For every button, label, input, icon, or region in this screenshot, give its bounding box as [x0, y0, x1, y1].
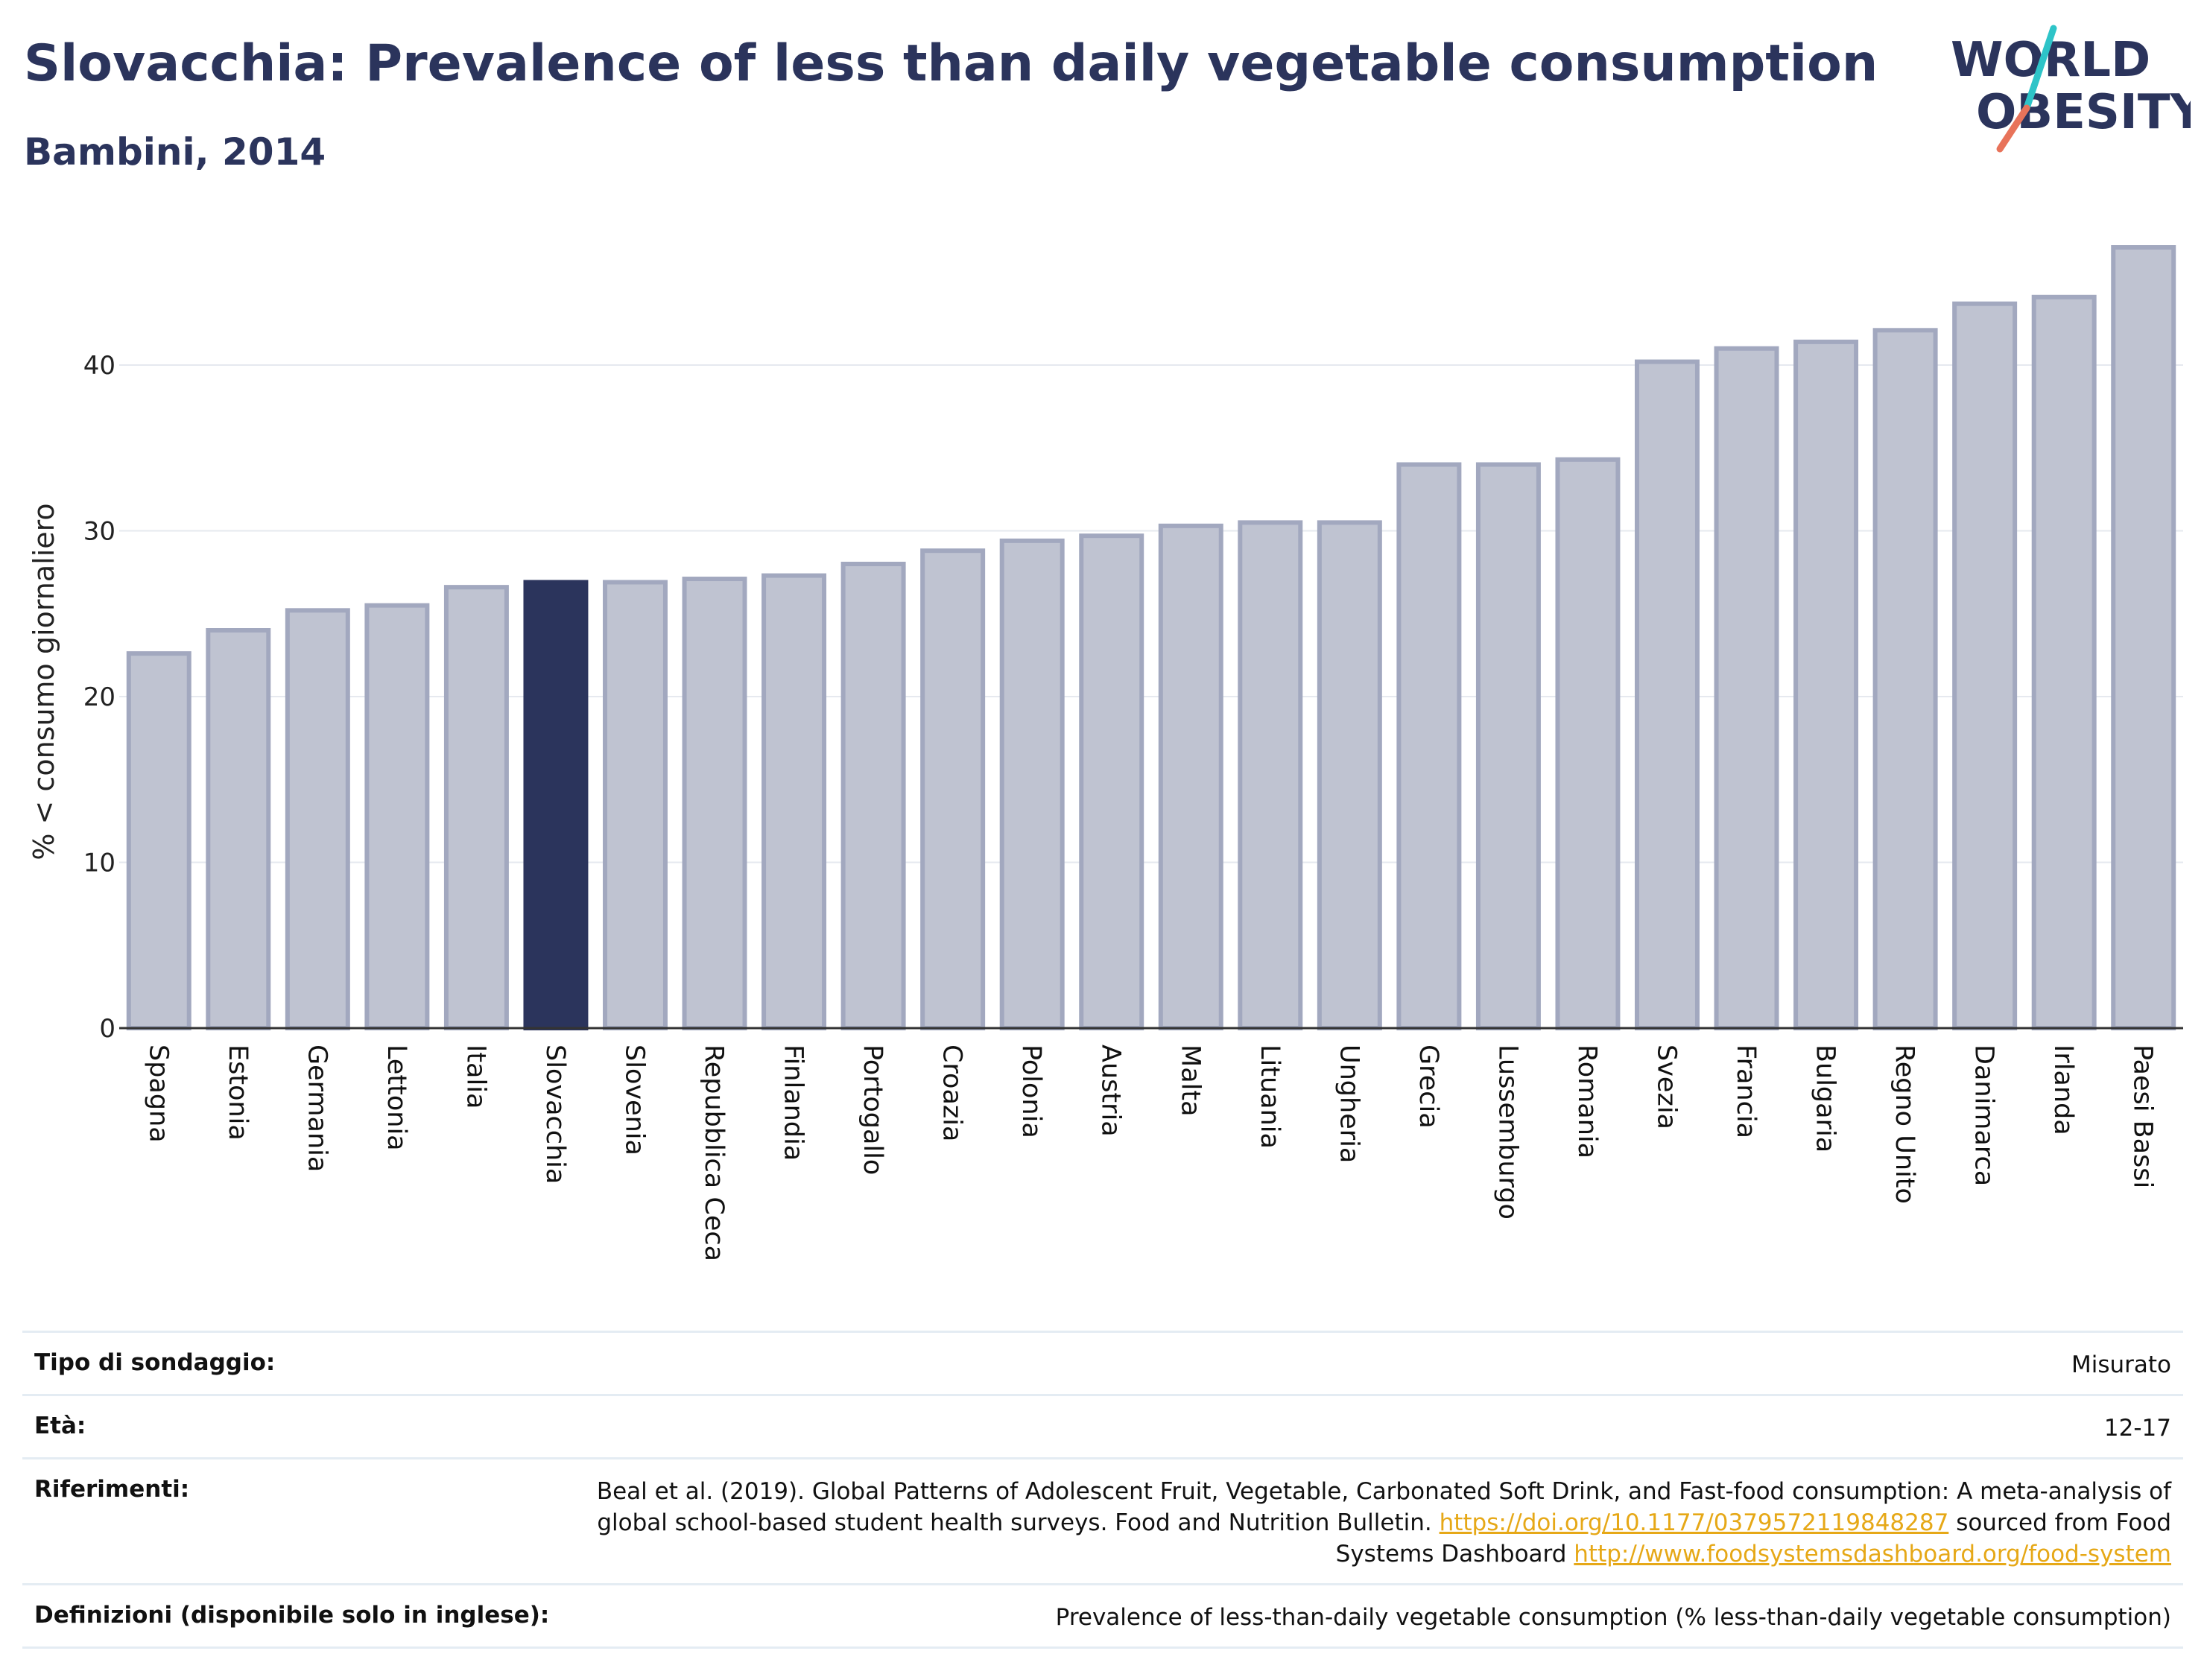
x-tick-label: Spagna — [143, 1045, 173, 1143]
x-tick-label: Repubblica Ceca — [699, 1045, 729, 1261]
x-tick-label: Portogallo — [858, 1045, 887, 1175]
bar-ungheria — [1317, 520, 1382, 1030]
info-table: Tipo di sondaggio: Misurato Età: 12-17 R… — [22, 1331, 2183, 1649]
y-tick-label: 30 — [83, 517, 115, 547]
x-tick-label: Malta — [1175, 1045, 1205, 1117]
bar-grecia — [1396, 462, 1462, 1030]
x-tick-label: Svezia — [1652, 1045, 1682, 1129]
bar-spagna — [126, 651, 191, 1031]
x-tick-label: Regno Unito — [1890, 1045, 1919, 1204]
survey-type-value: Misurato — [2071, 1351, 2171, 1378]
references-value: Beal et al. (2019). Global Patterns of A… — [569, 1476, 2171, 1570]
x-tick-label: Austria — [1096, 1045, 1126, 1137]
definitions-label: Definizioni (disponibile solo in inglese… — [34, 1602, 550, 1629]
x-tick-label: Lettonia — [381, 1045, 411, 1151]
age-row: Età: 12-17 — [22, 1394, 2183, 1457]
bar-paesi-bassi — [2111, 245, 2176, 1030]
references-row: Riferimenti: Beal et al. (2019). Global … — [22, 1457, 2183, 1583]
survey-type-label: Tipo di sondaggio: — [34, 1349, 276, 1376]
y-tick-label: 20 — [83, 682, 115, 712]
x-tick-label: Lussemburgo — [1492, 1045, 1522, 1220]
bar-romania — [1555, 457, 1621, 1030]
x-tick-label: Romania — [1572, 1045, 1602, 1158]
x-tick-label: Croazia — [937, 1045, 967, 1141]
bar-bulgaria — [1793, 339, 1859, 1031]
x-tick-label: Grecia — [1413, 1045, 1443, 1129]
x-tick-label: Finlandia — [779, 1045, 808, 1161]
y-axis-label: % < consumo giornaliero — [28, 503, 60, 860]
bar-portogallo — [840, 562, 906, 1030]
bar-croazia — [920, 548, 986, 1030]
x-tick-label: Ungheria — [1334, 1045, 1364, 1163]
y-tick-label: 10 — [83, 849, 115, 878]
bar-lussemburgo — [1475, 462, 1541, 1030]
reference-source-text: sourced from Food Systems Dashboard — [1335, 1509, 2171, 1568]
x-tick-label: Lituania — [1255, 1045, 1285, 1149]
bar-slovenia — [603, 580, 668, 1030]
bar-danimarca — [1952, 301, 2018, 1031]
y-tick-label: 40 — [83, 351, 115, 381]
bar-lettonia — [364, 603, 430, 1030]
bar-finlandia — [761, 573, 827, 1030]
bar-chart: 0 10 20 30 40 % < consumo giornaliero Spagna Es… — [28, 245, 2183, 1261]
doi-link[interactable]: https://doi.org/10.1177/0379572119848287 — [1439, 1509, 1949, 1536]
x-tick-label: Danimarca — [1969, 1045, 1999, 1186]
age-value: 12-17 — [2103, 1415, 2171, 1442]
x-tick-label: Francia — [1731, 1045, 1761, 1138]
bar-svezia — [1635, 359, 1700, 1031]
logo-accent-teal — [2023, 25, 2057, 112]
bar-regno-unito — [1872, 328, 1938, 1030]
dashboard-link[interactable]: http://www.foodsystemsdashboard.org/food… — [1574, 1541, 2171, 1568]
reference-text: Beal et al. (2019). Global Patterns of A… — [596, 1478, 2171, 1536]
bar-slovacchia — [523, 580, 589, 1030]
x-tick-label: Estonia — [223, 1045, 253, 1141]
x-tick-label: Slovacchia — [540, 1045, 570, 1184]
bar-malta — [1158, 523, 1223, 1030]
logo-accent-coral — [1996, 104, 2030, 153]
x-tick-label: Irlanda — [2048, 1045, 2078, 1135]
x-tick-label: Germania — [302, 1045, 332, 1172]
bar-estonia — [206, 628, 271, 1030]
x-tick-label: Italia — [460, 1045, 490, 1109]
world-obesity-logo: WORLD OBESITY — [1951, 25, 2191, 153]
bar-francia — [1714, 346, 1779, 1030]
definitions-row: Definizioni (disponibile solo in inglese… — [22, 1583, 2183, 1649]
survey-type-row: Tipo di sondaggio: Misurato — [22, 1331, 2183, 1394]
bar-italia — [443, 585, 509, 1030]
definitions-value: Prevalence of less-than-daily vegetable … — [1055, 1604, 2171, 1631]
x-tick-label: Polonia — [1016, 1045, 1046, 1138]
age-label: Età: — [34, 1413, 86, 1439]
bar-irlanda — [2031, 294, 2097, 1030]
chart-subtitle: Bambini, 2014 — [24, 130, 326, 174]
bar-lituania — [1238, 520, 1303, 1030]
bar-germania — [285, 608, 350, 1030]
bar-repubblica-ceca — [682, 577, 747, 1030]
x-tick-label: Bulgaria — [1811, 1045, 1840, 1153]
x-tick-label: Paesi Bassi — [2128, 1045, 2158, 1188]
y-tick-label: 0 — [99, 1014, 115, 1044]
chart-title: Slovacchia: Prevalence of less than dail… — [24, 34, 1878, 93]
bar-polonia — [999, 538, 1065, 1031]
bar-austria — [1079, 533, 1144, 1030]
references-label: Riferimenti: — [34, 1476, 190, 1503]
x-tick-label: Slovenia — [620, 1045, 650, 1156]
